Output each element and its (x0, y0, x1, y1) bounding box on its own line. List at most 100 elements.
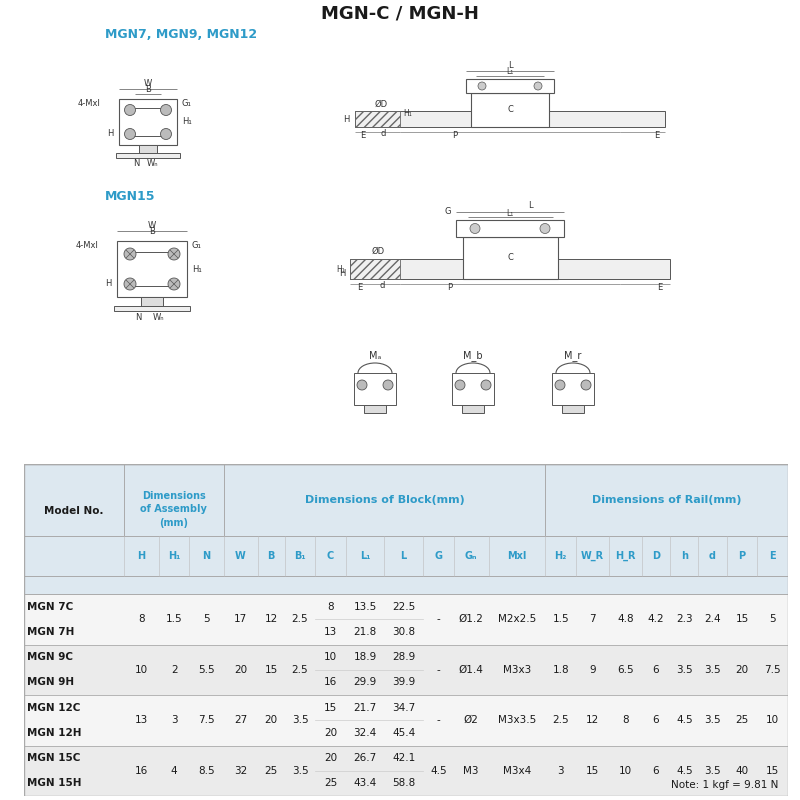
Text: Wₙ: Wₙ (147, 158, 159, 167)
Text: C: C (327, 551, 334, 561)
Text: 1.5: 1.5 (553, 614, 569, 624)
Text: P: P (738, 551, 746, 561)
Text: H: H (344, 114, 350, 123)
Text: 28.9: 28.9 (392, 652, 415, 662)
Bar (471, 93, 549, 127)
Text: M_b: M_b (463, 350, 483, 362)
Text: 3.5: 3.5 (704, 715, 721, 726)
Text: d: d (379, 281, 385, 290)
Text: 4-Mxl: 4-Mxl (78, 98, 101, 107)
Text: 20: 20 (735, 665, 749, 674)
Text: 34.7: 34.7 (392, 702, 415, 713)
Text: Ø1.4: Ø1.4 (458, 665, 484, 674)
Text: 4-Mxl: 4-Mxl (76, 241, 99, 250)
Text: 15: 15 (735, 614, 749, 624)
Text: L₁: L₁ (506, 209, 514, 218)
Text: 5.5: 5.5 (198, 665, 215, 674)
Text: d: d (709, 551, 716, 561)
Text: 21.7: 21.7 (354, 702, 377, 713)
Text: 10: 10 (134, 665, 148, 674)
Text: 15: 15 (324, 702, 338, 713)
Text: H₁: H₁ (336, 265, 345, 274)
Text: 10: 10 (324, 652, 337, 662)
Circle shape (125, 105, 135, 115)
Text: Mxl: Mxl (507, 551, 526, 561)
Circle shape (470, 223, 480, 234)
Text: 3.5: 3.5 (676, 665, 693, 674)
Text: C: C (507, 254, 513, 262)
Text: of Assembly: of Assembly (140, 504, 207, 514)
Text: G₁: G₁ (182, 98, 192, 107)
Text: 4.5: 4.5 (676, 715, 693, 726)
Text: M3: M3 (463, 766, 479, 776)
Bar (456, 220, 564, 237)
Bar (355, 111, 400, 127)
Text: Wₙ: Wₙ (153, 313, 165, 322)
Circle shape (124, 278, 136, 290)
Text: -: - (437, 665, 440, 674)
Text: 12: 12 (265, 614, 278, 624)
Text: W_R: W_R (581, 551, 604, 561)
Text: 2.3: 2.3 (676, 614, 693, 624)
Circle shape (383, 380, 393, 390)
Bar (24, 576, 788, 594)
Text: 20: 20 (234, 665, 247, 674)
Bar (117, 241, 187, 297)
Text: MGN 7C: MGN 7C (27, 602, 74, 612)
Text: 3.5: 3.5 (292, 715, 308, 726)
Text: 40: 40 (735, 766, 749, 776)
Text: G: G (445, 207, 451, 217)
Text: 8: 8 (138, 614, 145, 624)
Text: B: B (149, 226, 155, 235)
Text: -: - (437, 715, 440, 726)
Bar (119, 99, 177, 145)
Bar (141, 297, 163, 306)
Text: B: B (267, 551, 274, 561)
Text: 22.5: 22.5 (392, 602, 415, 612)
Text: B: B (145, 85, 151, 94)
Text: H₁: H₁ (182, 118, 192, 126)
Text: H₂: H₂ (554, 551, 567, 561)
Text: MGN 15H: MGN 15H (27, 778, 82, 788)
Text: 15: 15 (265, 665, 278, 674)
Text: C: C (507, 106, 513, 114)
Text: L: L (508, 61, 512, 70)
Text: G: G (434, 551, 442, 561)
Text: 3: 3 (558, 766, 564, 776)
Text: ØD: ØD (372, 246, 385, 255)
Bar (355, 111, 665, 127)
Text: 2.5: 2.5 (292, 614, 308, 624)
Text: 25: 25 (265, 766, 278, 776)
Text: 9: 9 (589, 665, 596, 674)
Circle shape (455, 380, 465, 390)
Text: 12: 12 (586, 715, 599, 726)
Text: 4: 4 (171, 766, 178, 776)
Bar (116, 153, 180, 158)
Text: N: N (202, 551, 210, 561)
Text: L: L (528, 202, 532, 210)
Circle shape (161, 129, 171, 139)
Text: Dimensions of Block(mm): Dimensions of Block(mm) (305, 495, 464, 505)
Text: 15: 15 (766, 766, 779, 776)
Circle shape (581, 380, 591, 390)
Circle shape (481, 380, 491, 390)
Text: E: E (654, 130, 660, 139)
Text: 2.5: 2.5 (553, 715, 569, 726)
Text: Ø2: Ø2 (464, 715, 478, 726)
Bar (354, 373, 396, 405)
Text: 3.5: 3.5 (292, 766, 308, 776)
Text: H_R: H_R (615, 551, 635, 561)
Circle shape (161, 105, 171, 115)
Text: h: h (681, 551, 688, 561)
Text: 13.5: 13.5 (354, 602, 377, 612)
Text: 7.5: 7.5 (764, 665, 781, 674)
Text: ØD: ØD (375, 99, 388, 109)
Text: MGN 7H: MGN 7H (27, 627, 74, 637)
Text: M2x2.5: M2x2.5 (498, 614, 536, 624)
Text: B₁: B₁ (294, 551, 306, 561)
Text: 3: 3 (171, 715, 178, 726)
Text: H: H (106, 278, 112, 287)
Text: W: W (148, 221, 156, 230)
Text: 8.5: 8.5 (198, 766, 215, 776)
Text: 18.9: 18.9 (354, 652, 377, 662)
